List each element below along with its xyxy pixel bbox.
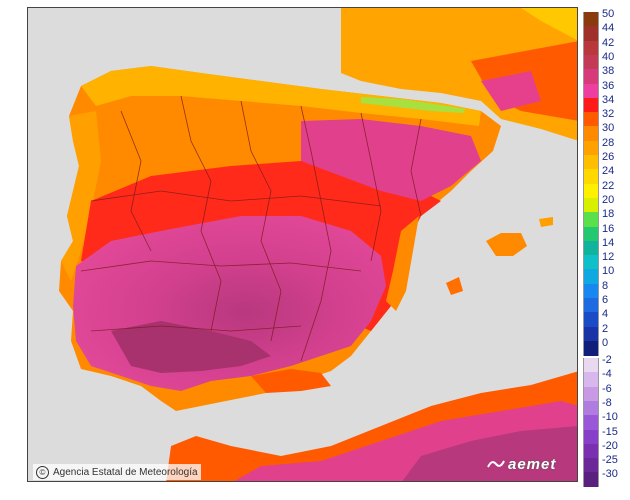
- legend-warm-swatch-10: [583, 155, 599, 170]
- legend-cold-swatch-6: [583, 443, 599, 459]
- legend-warm-swatch-9: [583, 140, 599, 156]
- legend-cold-label-2: -6: [602, 382, 612, 395]
- legend-warm-label-5: 36: [602, 79, 615, 92]
- atlas-hottest: [402, 426, 577, 481]
- north-coast-warm: [81, 66, 481, 126]
- legend-cold-swatch-1: [583, 372, 599, 388]
- aemet-logo: aemet: [487, 453, 556, 475]
- legend-warm-label-2: 42: [602, 36, 615, 49]
- legend-cold-label-4: -10: [602, 411, 618, 424]
- credit-label: © Agencia Estatal de Meteorología: [33, 464, 201, 480]
- legend-cold-label-1: -4: [602, 368, 612, 381]
- legend-cold-swatch-2: [583, 386, 599, 402]
- legend-warm-label-6: 34: [602, 93, 615, 106]
- legend-warm-label-15: 16: [602, 222, 615, 235]
- legend-warm-swatch-20: [583, 298, 599, 313]
- legend-warm-swatch-22: [583, 326, 599, 342]
- west-coast-warm: [61, 111, 101, 281]
- legend-warm-swatch-17: [583, 255, 599, 270]
- legend-cold-label-8: -30: [602, 468, 618, 481]
- legend-cold-label-0: -2: [602, 354, 612, 366]
- legend-warm-swatch-21: [583, 312, 599, 328]
- legend-warm-label-10: 26: [602, 151, 615, 163]
- legend-warm-swatch-1: [583, 26, 599, 42]
- france-south-coast-hot: [481, 71, 541, 111]
- legend-cold-swatch-5: [583, 429, 599, 445]
- legend-warm-swatch-19: [583, 283, 599, 299]
- ibiza-island: [446, 277, 463, 295]
- ebro-valley-hot: [301, 119, 481, 201]
- alps-warm-zone: [521, 8, 577, 40]
- legend-warm-label-23: 0: [602, 336, 609, 349]
- aemet-logo-text: aemet: [508, 455, 557, 473]
- legend-warm-label-0: 50: [602, 8, 615, 20]
- legend-warm-swatch-23: [583, 340, 599, 356]
- legend-cold-swatch-8: [583, 472, 599, 488]
- legend-warm-swatch-18: [583, 269, 599, 285]
- pyrenees-cool: [361, 97, 466, 113]
- aemet-logo-icon: [487, 460, 505, 468]
- legend-warm-label-12: 22: [602, 179, 615, 192]
- legend-warm-label-8: 30: [602, 122, 615, 135]
- legend-warm-swatch-3: [583, 54, 599, 70]
- legend-cold-swatch-0: [583, 358, 599, 373]
- east-coast-warm: [386, 216, 419, 311]
- legend-cold-swatch-3: [583, 400, 599, 416]
- legend-warm-swatch-4: [583, 69, 599, 84]
- legend-warm-label-22: 2: [602, 322, 609, 335]
- legend-cold-swatch-7: [583, 458, 599, 473]
- legend-labels: 50 44 42 40 38 36 34 32 30 28 26 24 22 20 18 16 14 12 10 8 6…: [602, 0, 630, 500]
- legend-warm-label-20: 6: [602, 294, 609, 306]
- legend-warm-label-1: 44: [602, 22, 615, 35]
- province-borders: [80, 95, 422, 362]
- legend-warm-swatch-7: [583, 112, 599, 127]
- legend-warm-swatch-16: [583, 240, 599, 256]
- menorca-island: [539, 217, 553, 227]
- legend-warm-swatch-13: [583, 197, 599, 213]
- legend-warm-swatch-12: [583, 183, 599, 199]
- legend-cold-label-3: -8: [602, 396, 612, 409]
- sierra-nevada-warm: [251, 369, 331, 393]
- legend-cold-label-7: -25: [602, 454, 618, 467]
- legend-cold-label-5: -15: [602, 425, 618, 438]
- legend-warm-label-21: 4: [602, 308, 609, 321]
- legend-warm-swatch-5: [583, 83, 599, 99]
- map-canvas: [59, 8, 577, 481]
- legend-warm-swatch-11: [583, 169, 599, 185]
- legend-warm-swatch-14: [583, 212, 599, 227]
- legend-warm-label-13: 20: [602, 193, 615, 206]
- legend-cold-label-6: -20: [602, 439, 618, 452]
- legend-warm-label-14: 18: [602, 208, 615, 221]
- legend-warm-label-17: 12: [602, 251, 615, 264]
- legend-warm-label-11: 24: [602, 165, 615, 178]
- guadalquivir-hottest: [111, 321, 271, 373]
- legend-warm-label-4: 38: [602, 65, 615, 78]
- legend-warm-label-18: 10: [602, 265, 615, 278]
- legend-warm-label-19: 8: [602, 279, 609, 292]
- legend-warm-swatch-2: [583, 40, 599, 56]
- credit-text: Agencia Estatal de Meteorología: [53, 466, 198, 478]
- copyright-icon: ©: [36, 465, 49, 479]
- mallorca-island: [486, 233, 527, 256]
- legend-warm-swatch-0: [583, 12, 599, 27]
- legend-warm-label-9: 28: [602, 136, 615, 149]
- legend-warm-swatch-6: [583, 97, 599, 113]
- legend-warm-label-16: 14: [602, 236, 615, 249]
- legend-cold-swatch-4: [583, 415, 599, 430]
- temperature-map: [27, 7, 578, 482]
- legend-warm-swatch-8: [583, 126, 599, 142]
- legend-warm-swatch-15: [583, 226, 599, 242]
- legend-warm-label-3: 40: [602, 50, 615, 63]
- legend-warm-label-7: 32: [602, 108, 615, 121]
